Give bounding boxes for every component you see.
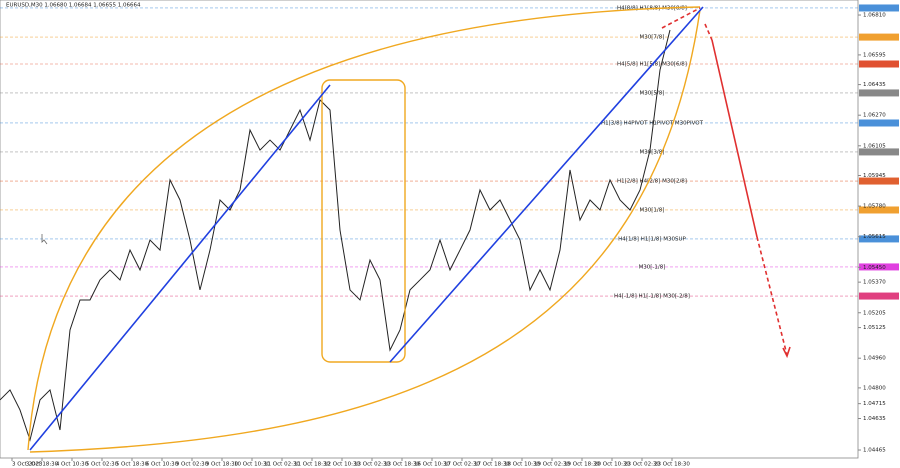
y-tick-label: 1.06435 bbox=[863, 82, 886, 88]
x-tick-label: 4 Oct 10:30 bbox=[56, 462, 89, 468]
y-tick-label: 1.05370 bbox=[863, 280, 886, 286]
x-tick-label: 11 Oct 02:30 bbox=[264, 462, 300, 468]
x-tick-label: 23 Oct 02:30 bbox=[624, 462, 660, 468]
x-tick-label: 11 Oct 18:30 bbox=[294, 462, 330, 468]
levels: H4[8/8] H1[8/8] M30[8/8]M30[7/8]H4[5/8] … bbox=[0, 4, 899, 300]
y-tick-label: 1.04800 bbox=[863, 385, 886, 391]
orange-arc-lower bbox=[29, 9, 701, 453]
x-tick-label: 6 Oct 10:30 bbox=[146, 462, 179, 468]
x-tick-label: 16 Oct 10:30 bbox=[414, 462, 450, 468]
level-label: H4[1/8] H1[1/8] M30SUP bbox=[618, 236, 686, 242]
level-label: H1[2/8] H4[2/8] M30[2/8] bbox=[617, 179, 687, 185]
arrow-dashed bbox=[756, 236, 788, 356]
level-price-box bbox=[859, 177, 899, 185]
x-tick-label: 18 Oct 10:30 bbox=[504, 462, 540, 468]
x-tick-label: 12 Oct 10:30 bbox=[324, 462, 360, 468]
level-price-box bbox=[859, 4, 899, 12]
y-tick-label: 1.04465 bbox=[863, 448, 886, 454]
trend-line bbox=[389, 6, 704, 363]
x-tick-label: 9 Oct 18:30 bbox=[206, 462, 239, 468]
level-label: M30[1/8] bbox=[640, 207, 665, 213]
y-tick-label: 1.04715 bbox=[863, 401, 886, 407]
y-tick-label: 1.05125 bbox=[863, 325, 886, 331]
y-tick-label: 1.06595 bbox=[863, 52, 886, 58]
arrow-head bbox=[782, 346, 791, 359]
x-tick-label: 9 Oct 02:30 bbox=[176, 462, 209, 468]
y-tick-label: 1.05450 bbox=[863, 265, 886, 271]
x-tick-label: 5 Oct 18:30 bbox=[116, 462, 149, 468]
level-price-box bbox=[859, 33, 899, 41]
y-tick-label: 1.04635 bbox=[863, 416, 886, 422]
level-label: H1[3/8] H4PIVOT H1PIVOT M30PIVOT bbox=[601, 120, 704, 126]
cursor bbox=[41, 234, 48, 245]
x-tick-label: 3 Oct 2023 bbox=[12, 462, 43, 468]
arrow-solid bbox=[711, 39, 758, 238]
y-tick-label: 1.05205 bbox=[863, 310, 886, 316]
y-tick-label: 1.06270 bbox=[863, 113, 886, 119]
x-tick-label: 20 Oct 10:30 bbox=[594, 462, 630, 468]
price-line bbox=[0, 29, 671, 442]
level-label: M30[5/8] bbox=[640, 90, 665, 96]
x-tick-label: 10 Oct 10:30 bbox=[234, 462, 270, 468]
x-tick-label: 19 Oct 18:30 bbox=[564, 462, 600, 468]
y-tick-label: 1.04960 bbox=[863, 356, 886, 362]
level-label: M30[3/8] bbox=[640, 149, 665, 155]
level-price-box bbox=[859, 292, 899, 300]
chart-title: EURUSD,M30 1.06680 1.06684 1.06655 1.066… bbox=[6, 3, 141, 9]
level-price-box bbox=[859, 235, 899, 243]
y-tick-label: 1.05780 bbox=[863, 204, 886, 210]
series bbox=[0, 29, 671, 442]
orange-arc-upper bbox=[27, 6, 701, 451]
x-tick-label: 19 Oct 02:30 bbox=[534, 462, 570, 468]
level-price-box bbox=[859, 89, 899, 97]
level-label: H4[-1/8] H1[-1/8] M30[-2/8] bbox=[614, 294, 690, 300]
y-tick-label: 1.06105 bbox=[863, 143, 886, 149]
x-tick-label: 23 Oct 18:30 bbox=[654, 462, 690, 468]
level-price-box bbox=[859, 119, 899, 127]
x-tick-label: 13 Oct 18:30 bbox=[384, 462, 420, 468]
arrow-dashed bbox=[704, 23, 713, 41]
drawings bbox=[27, 6, 791, 453]
y-tick-label: 1.05945 bbox=[863, 173, 886, 179]
level-price-box bbox=[859, 263, 899, 271]
arrow-dashed bbox=[661, 7, 701, 29]
level-price-box bbox=[859, 206, 899, 214]
y-tick-label: 1.06810 bbox=[863, 13, 886, 19]
level-price-box bbox=[859, 148, 899, 156]
orange-box bbox=[321, 79, 406, 363]
x-tick-label: 17 Oct 18:30 bbox=[474, 462, 510, 468]
trend-line bbox=[29, 84, 331, 451]
x-tick-label: 13 Oct 02:30 bbox=[354, 462, 390, 468]
level-label: M30[-1/8] bbox=[639, 264, 666, 270]
x-tick-label: 5 Oct 02:30 bbox=[86, 462, 119, 468]
x-tick-label: 17 Oct 02:30 bbox=[444, 462, 480, 468]
plot-frame bbox=[0, 0, 859, 459]
y-tick-label: 1.05615 bbox=[863, 234, 886, 240]
x-tick-label: 3 Oct 18:30 bbox=[26, 462, 59, 468]
level-price-box bbox=[859, 60, 899, 68]
level-label: M30[7/8] bbox=[640, 35, 665, 41]
